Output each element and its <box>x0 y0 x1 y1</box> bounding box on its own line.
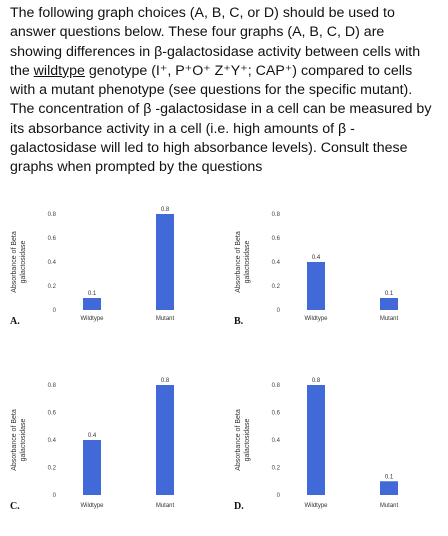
category-label: Wildtype <box>304 503 328 509</box>
y-axis-title-line-2: galactosidase <box>244 240 251 283</box>
y-tick-label: 0 <box>277 493 281 499</box>
panel-letter: A. <box>10 316 20 327</box>
y-tick-label: 0.6 <box>48 236 57 242</box>
y-tick-label: 0.4 <box>272 438 281 444</box>
y-axis-title-line-1: Absorbance of Beta <box>235 409 242 471</box>
y-axis-title-line-2: galactosidase <box>244 418 251 461</box>
y-axis-title-line-1: Absorbance of Beta <box>11 231 18 293</box>
chart-c: Absorbance of Beta galactosidase 0 0.2 0.4 0.… <box>10 378 175 512</box>
chart-d: Absorbance of Beta galactosidase 0 0.2 0.4 0.… <box>234 378 399 512</box>
y-tick-label: 0.2 <box>272 466 281 472</box>
data-label: 0.8 <box>161 378 170 384</box>
y-axis-title: Absorbance of Beta galactosidase <box>235 231 251 293</box>
y-tick-label: 0.6 <box>272 411 281 417</box>
y-axis-title-line-2: galactosidase <box>20 418 27 461</box>
category-label: Mutant <box>156 503 175 509</box>
category-label: Wildtype <box>80 316 104 322</box>
chart-b: Absorbance of Beta galactosidase 0 0.2 0.4 0.… <box>234 212 399 327</box>
y-tick-label: 0 <box>53 493 57 499</box>
category-label: Mutant <box>380 503 399 509</box>
bar-mutant <box>380 481 398 495</box>
y-tick-label: 0.8 <box>48 383 57 389</box>
bar-wildtype <box>307 262 325 310</box>
category-label: Mutant <box>156 316 175 322</box>
panel-letter: D. <box>234 501 244 512</box>
y-tick-label: 0.2 <box>272 284 281 290</box>
y-axis-title-line-1: Absorbance of Beta <box>235 231 242 293</box>
y-tick-label: 0.4 <box>48 260 57 266</box>
data-label: 0.4 <box>312 255 321 261</box>
intro-text-part-2: genotype (I⁺, P⁺O⁺ Z⁺Y⁺; CAP⁺) compared … <box>10 62 432 176</box>
chart-a: Absorbance of Beta galactosidase 0 0.2 0.4 0.… <box>10 207 175 327</box>
y-axis-title-line-2: galactosidase <box>20 240 27 283</box>
y-tick-label: 0.8 <box>272 383 281 389</box>
bar-mutant <box>156 214 174 310</box>
bar-wildtype <box>307 385 325 495</box>
category-label: Mutant <box>380 316 399 322</box>
panel-letter: B. <box>234 316 244 327</box>
y-tick-label: 0.8 <box>272 212 281 218</box>
data-label: 0.1 <box>385 291 394 297</box>
y-axis-title: Absorbance of Beta galactosidase <box>11 231 27 293</box>
bar-mutant <box>156 385 174 495</box>
y-tick-label: 0 <box>53 308 57 314</box>
y-tick-label: 0.4 <box>48 438 57 444</box>
y-tick-label: 0.8 <box>48 212 57 218</box>
y-axis-title: Absorbance of Beta galactosidase <box>235 409 251 471</box>
y-axis-title-line-1: Absorbance of Beta <box>11 409 18 471</box>
panel-letter: C. <box>10 501 20 512</box>
y-axis-title: Absorbance of Beta galactosidase <box>11 409 27 471</box>
bar-wildtype <box>83 440 101 495</box>
data-label: 0.8 <box>312 378 321 384</box>
y-tick-label: 0.6 <box>48 411 57 417</box>
y-tick-label: 0.4 <box>272 260 281 266</box>
intro-paragraph: The following graph choices (A, B, C, or… <box>10 4 440 178</box>
data-label: 0.8 <box>161 207 170 213</box>
bar-wildtype <box>83 298 101 310</box>
intro-text-part-1: The following graph choices (A, B, C, or… <box>10 5 421 79</box>
bar-mutant <box>380 298 398 310</box>
graph-choices-grid: Absorbance of Beta galactosidase 0 0.2 0.4 0.… <box>0 200 448 536</box>
y-tick-label: 0.2 <box>48 284 57 290</box>
wildtype-underlined-word: wildtype <box>33 62 85 79</box>
category-label: Wildtype <box>80 503 104 509</box>
y-tick-label: 0.2 <box>48 466 57 472</box>
data-label: 0.1 <box>385 474 394 480</box>
data-label: 0.1 <box>88 291 97 297</box>
data-label: 0.4 <box>88 433 97 439</box>
y-tick-label: 0 <box>277 308 281 314</box>
category-label: Wildtype <box>304 316 328 322</box>
y-tick-label: 0.6 <box>272 236 281 242</box>
